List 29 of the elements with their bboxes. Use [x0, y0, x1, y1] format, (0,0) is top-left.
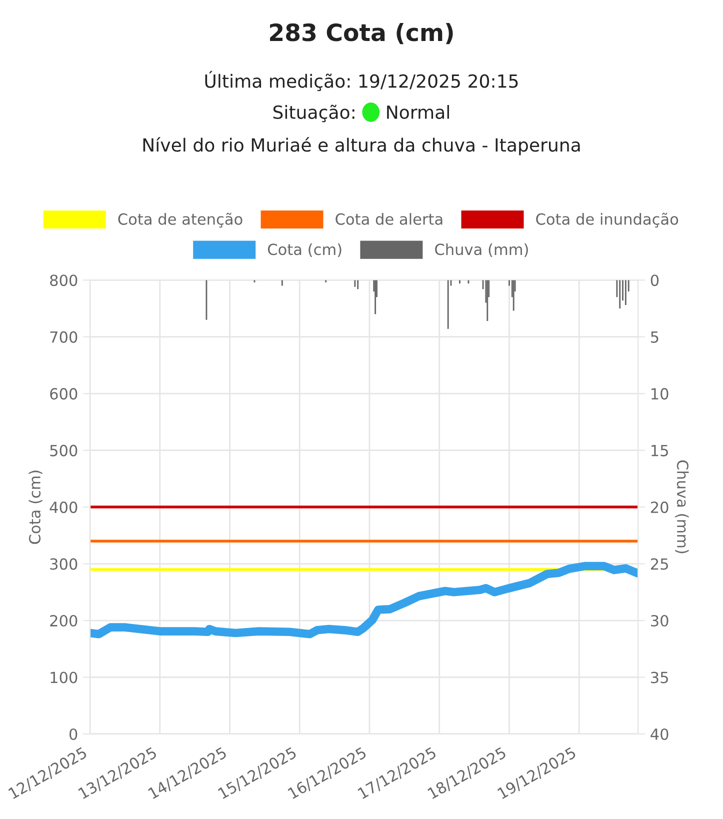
y-tick-label: 800	[50, 274, 78, 286]
y2-tick-label: 40	[650, 728, 668, 740]
legend-label: Cota (cm)	[268, 243, 342, 257]
y2-tick-label: 35	[651, 672, 668, 684]
y2-tick-label: 25	[650, 558, 668, 570]
legend-label: Chuva (mm)	[435, 243, 528, 257]
y2-tick-label: 20	[650, 502, 668, 514]
y-tick-label: 300	[50, 558, 78, 570]
text: Situação: Normal	[273, 104, 449, 122]
chart-title: 283 Cota (cm)	[270, 23, 453, 44]
y-axis-title: Cota (cm)	[28, 470, 42, 544]
y2-tick-label: 10	[652, 388, 668, 400]
y2-tick-label: 30	[651, 614, 668, 627]
legend-label: Cota de atenção	[118, 212, 242, 228]
y-tick-label: 0	[69, 728, 78, 740]
chart-subtitle: Última medição: 19/12/2025 20:15	[205, 70, 518, 92]
y2-tick-label: 15	[652, 444, 668, 456]
y2-tick-label: 0	[650, 274, 659, 286]
y-tick-label: 700	[50, 331, 78, 343]
y-tick-label: 200	[50, 614, 78, 627]
y-tick-label: 400	[50, 502, 78, 514]
y2-tick-label: 5	[651, 332, 658, 343]
y2-axis-title: Chuva (mm)	[675, 460, 689, 554]
y-tick-label: 100	[50, 672, 78, 684]
y-tick-label: 500	[50, 444, 78, 456]
y-tick-label: 600	[50, 388, 78, 400]
legend-label: Cota de alerta	[336, 213, 442, 225]
text: Nível do rio Muriaé e altura da chuva - Itaperuna	[143, 137, 580, 156]
legend-label: Cota de inundação	[536, 212, 678, 228]
